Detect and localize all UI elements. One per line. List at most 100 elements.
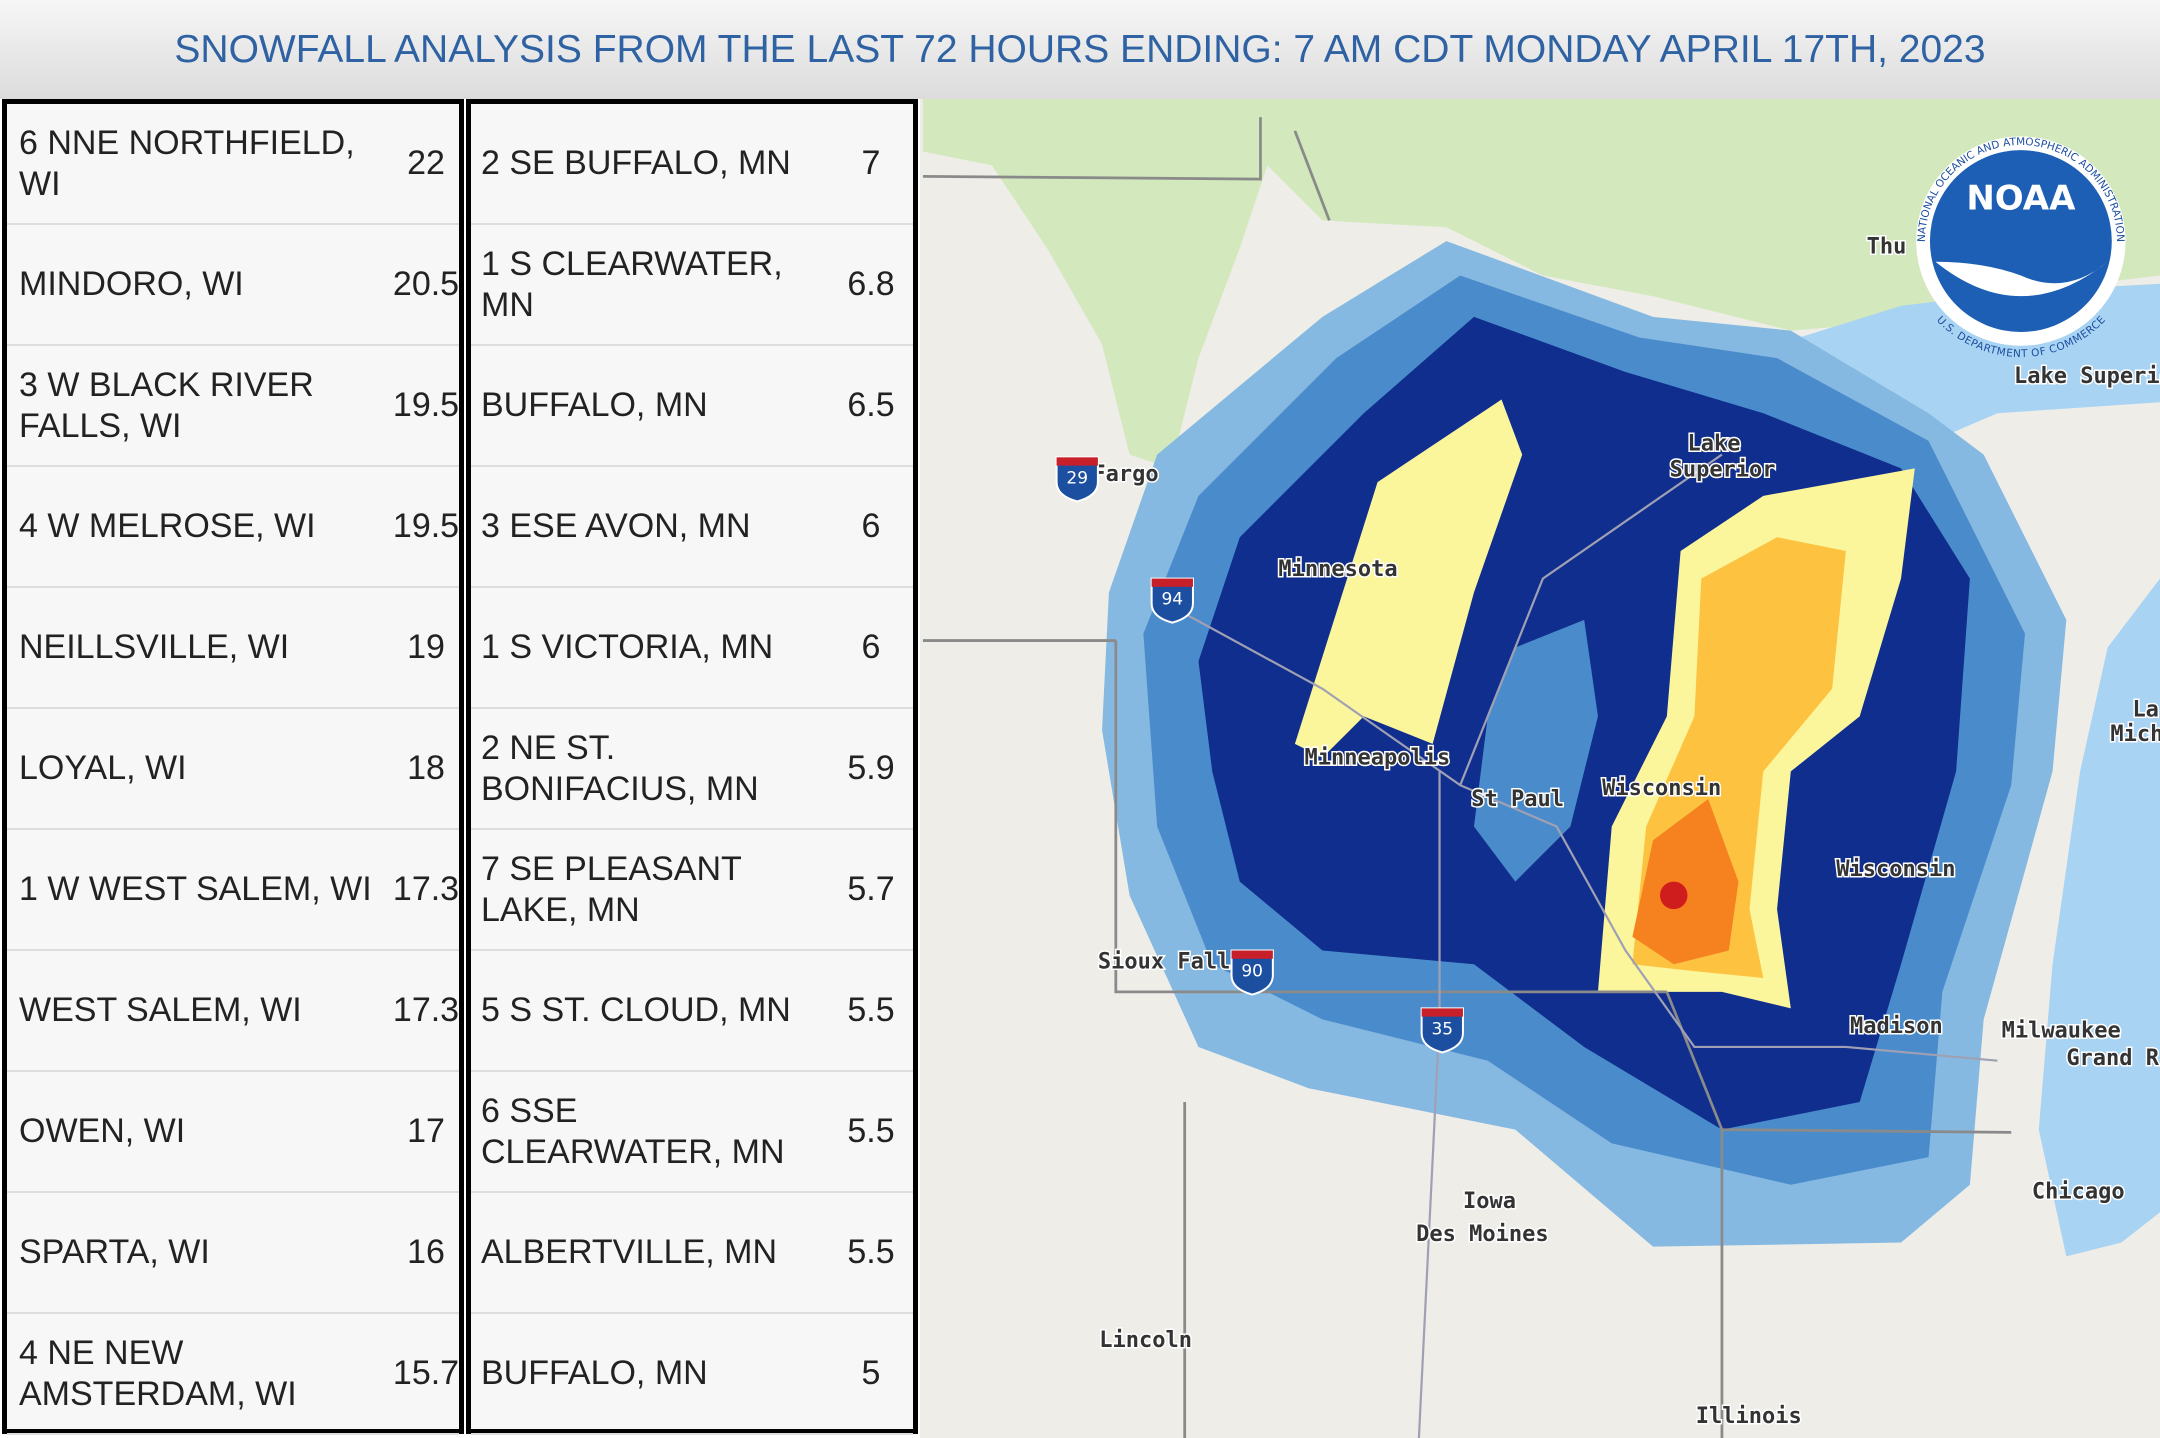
table-row: 2 SE BUFFALO, MN 7	[471, 104, 913, 225]
highway-shield	[1055, 456, 1099, 503]
table-row: 3 ESE AVON, MN 6	[471, 467, 913, 588]
table-row: WEST SALEM, WI 17.3	[7, 951, 459, 1072]
snowfall-amount: 18	[407, 749, 445, 787]
place-name: 2 SE BUFFALO, MN	[481, 144, 791, 182]
logo-name: NOAA	[1966, 178, 2076, 218]
table-row: 1 W WEST SALEM, WI 17.3	[7, 830, 459, 951]
map-label: Milwaukee	[2002, 1018, 2121, 1043]
highway-shield-top	[1151, 578, 1193, 587]
highway-number: 94	[1161, 590, 1183, 610]
table-left: 6 NNE NORTHFIELD, WI 22 MINDORO, WI 20.5 3 W…	[2, 99, 464, 1435]
place-name: 1 S CLEARWATER, MN	[481, 244, 783, 324]
snowfall-amount: 6	[861, 628, 881, 666]
map-label: Minneapolis	[1305, 746, 1451, 771]
snowfall-amount: 19	[407, 628, 445, 666]
snowfall-amount: 19.5	[392, 507, 460, 545]
snowfall-amount: 6	[861, 507, 881, 545]
map-label: Wisconsin	[1602, 776, 1721, 801]
map-label: Mich	[2110, 722, 2160, 747]
snowfall-amount: 19.5	[392, 386, 460, 424]
table-row: 3 W BLACK RIVER FALLS, WI 19.5	[7, 346, 459, 467]
snowfall-amount: 17.3	[392, 870, 460, 908]
map-label: Minnesota	[1278, 557, 1397, 582]
map-label: St Paul	[1471, 787, 1564, 812]
map-label: Illinois	[1696, 1404, 1802, 1429]
snowfall-amount: 15.7	[392, 1354, 460, 1392]
snowfall-amount: 7	[861, 144, 881, 182]
map-label: Thu	[1867, 234, 1907, 259]
table-row: BUFFALO, MN 5	[471, 1314, 913, 1435]
snowfall-amount: 5.5	[847, 991, 895, 1029]
map-label: Lincoln	[1099, 1328, 1192, 1353]
place-name: 6 SSE CLEARWATER, MN	[481, 1091, 785, 1171]
map-label: Madison	[1850, 1014, 1943, 1039]
map-label: Chicago	[2032, 1179, 2125, 1204]
map-label: Lake	[1687, 431, 1740, 456]
place-name: 5 S ST. CLOUD, MN	[481, 991, 791, 1029]
highway-shield	[1420, 1007, 1464, 1054]
map-label: La	[2132, 697, 2159, 722]
place-name: BUFFALO, MN	[481, 1354, 708, 1392]
map-label: Iowa	[1463, 1189, 1516, 1214]
highway-number: 29	[1066, 469, 1088, 489]
map-label: Sioux Falls	[1098, 949, 1244, 974]
snowfall-amount: 17	[407, 1112, 445, 1150]
snowfall-amount: 16	[407, 1233, 445, 1271]
highway-number: 35	[1431, 1020, 1453, 1040]
snowfall-amount: 6.8	[847, 265, 895, 303]
highway-shield	[1150, 577, 1194, 624]
highway-shield-top	[1231, 950, 1273, 959]
snowfall-amount: 22	[407, 144, 445, 182]
place-name: ALBERTVILLE, MN	[481, 1233, 778, 1271]
place-name: 1 S VICTORIA, MN	[481, 628, 774, 666]
snowfall-amount: 5.7	[847, 870, 895, 908]
table-row: SPARTA, WI 16	[7, 1193, 459, 1314]
noaa-logo	[1916, 136, 2126, 346]
place-name: 4 W MELROSE, WI	[19, 507, 316, 545]
table-row: 1 S CLEARWATER, MN 6.8	[471, 225, 913, 346]
map-label: Wisconsin	[1836, 857, 1955, 882]
map-label: Grand R	[2066, 1046, 2159, 1071]
place-name: 7 SE PLEASANT LAKE, MN	[481, 849, 742, 929]
header: SNOWFALL ANALYSIS FROM THE LAST 72 HOURS…	[0, 0, 2160, 99]
map-label: Fargo	[1092, 462, 1158, 487]
table-row: 4 NE NEW AMSTERDAM, WI 15.7	[7, 1314, 459, 1435]
table-right: 2 SE BUFFALO, MN 7 1 S CLEARWATER, MN 6.8 BU…	[466, 99, 918, 1435]
place-name: LOYAL, WI	[19, 749, 187, 787]
page-title: SNOWFALL ANALYSIS FROM THE LAST 72 HOURS…	[174, 27, 1986, 71]
place-name: SPARTA, WI	[19, 1233, 210, 1271]
place-name: 6 NNE NORTHFIELD, WI	[19, 123, 355, 203]
snowfall-amount: 5.5	[847, 1233, 895, 1271]
place-name: NEILLSVILLE, WI	[19, 628, 290, 666]
table-row: NEILLSVILLE, WI 19	[7, 588, 459, 709]
snowfall-amount: 6.5	[847, 386, 895, 424]
place-name: 1 W WEST SALEM, WI	[19, 870, 372, 908]
snowfall-amount: 5.9	[847, 749, 895, 787]
table-row: ALBERTVILLE, MN 5.5	[471, 1193, 913, 1314]
table-row: 2 NE ST. BONIFACIUS, MN 5.9	[471, 709, 913, 830]
snowfall-amount: 5	[861, 1354, 881, 1392]
table-row: BUFFALO, MN 6.5	[471, 346, 913, 467]
table-row: 7 SE PLEASANT LAKE, MN 5.7	[471, 830, 913, 951]
snowfall-amount: 20.5	[392, 265, 460, 303]
table-row: OWEN, WI 17	[7, 1072, 459, 1193]
place-name: MINDORO, WI	[19, 265, 244, 303]
highway-shield-top	[1421, 1008, 1463, 1017]
table-row: 6 NNE NORTHFIELD, WI 22	[7, 104, 459, 225]
map-labels: Fargo Minnesota Minneapolis St Paul Wisconsi…	[1055, 233, 2160, 1431]
table-row: 4 W MELROSE, WI 19.5	[7, 467, 459, 588]
highway-shield-top	[1056, 457, 1098, 466]
snowfall-amount: 17.3	[392, 991, 460, 1029]
table-row: LOYAL, WI 18	[7, 709, 459, 830]
snowfall-amount: 5.5	[847, 1112, 895, 1150]
map-label: Superior	[1670, 458, 1776, 483]
highway-shield	[1230, 949, 1274, 996]
place-name: 3 W BLACK RIVER FALLS, WI	[19, 365, 314, 445]
map-label: Lake Superio	[2014, 364, 2160, 389]
place-name: 3 ESE AVON, MN	[481, 507, 751, 545]
place-name: OWEN, WI	[19, 1112, 186, 1150]
table-row: MINDORO, WI 20.5	[7, 225, 459, 346]
table-row: 1 S VICTORIA, MN 6	[471, 588, 913, 709]
